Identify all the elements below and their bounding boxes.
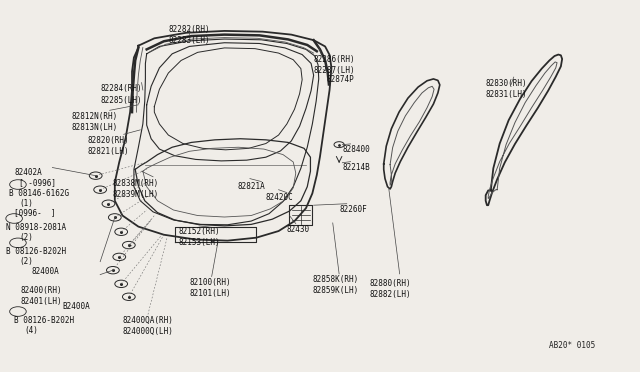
Text: 82100(RH)
82101(LH): 82100(RH) 82101(LH) (189, 278, 231, 298)
Text: (2): (2) (19, 257, 33, 266)
Text: 82152(RH)
82153(LH): 82152(RH) 82153(LH) (179, 227, 220, 247)
Text: B 08126-B202H: B 08126-B202H (14, 316, 74, 325)
Text: 82880(RH)
82882(LH): 82880(RH) 82882(LH) (370, 279, 412, 299)
Text: [0996-  ]: [0996- ] (14, 208, 56, 217)
Text: 82874P: 82874P (326, 75, 354, 84)
Text: 82430: 82430 (287, 225, 310, 234)
Text: 82284(RH)
82285(LH): 82284(RH) 82285(LH) (100, 84, 142, 105)
Text: 82286(RH)
82287(LH): 82286(RH) 82287(LH) (314, 55, 355, 75)
Text: AB20* 0105: AB20* 0105 (548, 341, 595, 350)
Text: 82858K(RH)
82859K(LH): 82858K(RH) 82859K(LH) (312, 275, 358, 295)
Text: 82838M(RH)
82839M(LH): 82838M(RH) 82839M(LH) (113, 179, 159, 199)
Text: 82214B: 82214B (342, 163, 370, 172)
Text: 82820(RH)
82821(LH): 82820(RH) 82821(LH) (88, 136, 129, 156)
Text: 82830(RH)
82831(LH): 82830(RH) 82831(LH) (486, 79, 527, 99)
Text: 82400(RH)
82401(LH): 82400(RH) 82401(LH) (20, 286, 62, 306)
Text: N 08918-2081A: N 08918-2081A (6, 223, 67, 232)
Text: 82400A: 82400A (32, 267, 60, 276)
Text: 82821A: 82821A (237, 182, 265, 191)
Text: 82400QA(RH)
824000Q(LH): 82400QA(RH) 824000Q(LH) (122, 316, 173, 336)
Text: 82420C: 82420C (266, 193, 294, 202)
Text: 828400: 828400 (342, 145, 370, 154)
Text: (2): (2) (19, 232, 33, 241)
Text: 82402A: 82402A (14, 168, 42, 177)
Text: [ -0996]: [ -0996] (19, 179, 56, 187)
Text: 82260F: 82260F (339, 205, 367, 214)
Text: 82282(RH)
82283(LH): 82282(RH) 82283(LH) (168, 25, 210, 45)
Text: 82812N(RH)
82813N(LH): 82812N(RH) 82813N(LH) (72, 112, 118, 132)
Text: (4): (4) (24, 326, 38, 334)
Text: B 08126-B202H: B 08126-B202H (6, 247, 67, 256)
Text: B2400A: B2400A (62, 302, 90, 311)
Text: B 08146-6162G: B 08146-6162G (9, 189, 69, 198)
Text: (1): (1) (19, 199, 33, 208)
